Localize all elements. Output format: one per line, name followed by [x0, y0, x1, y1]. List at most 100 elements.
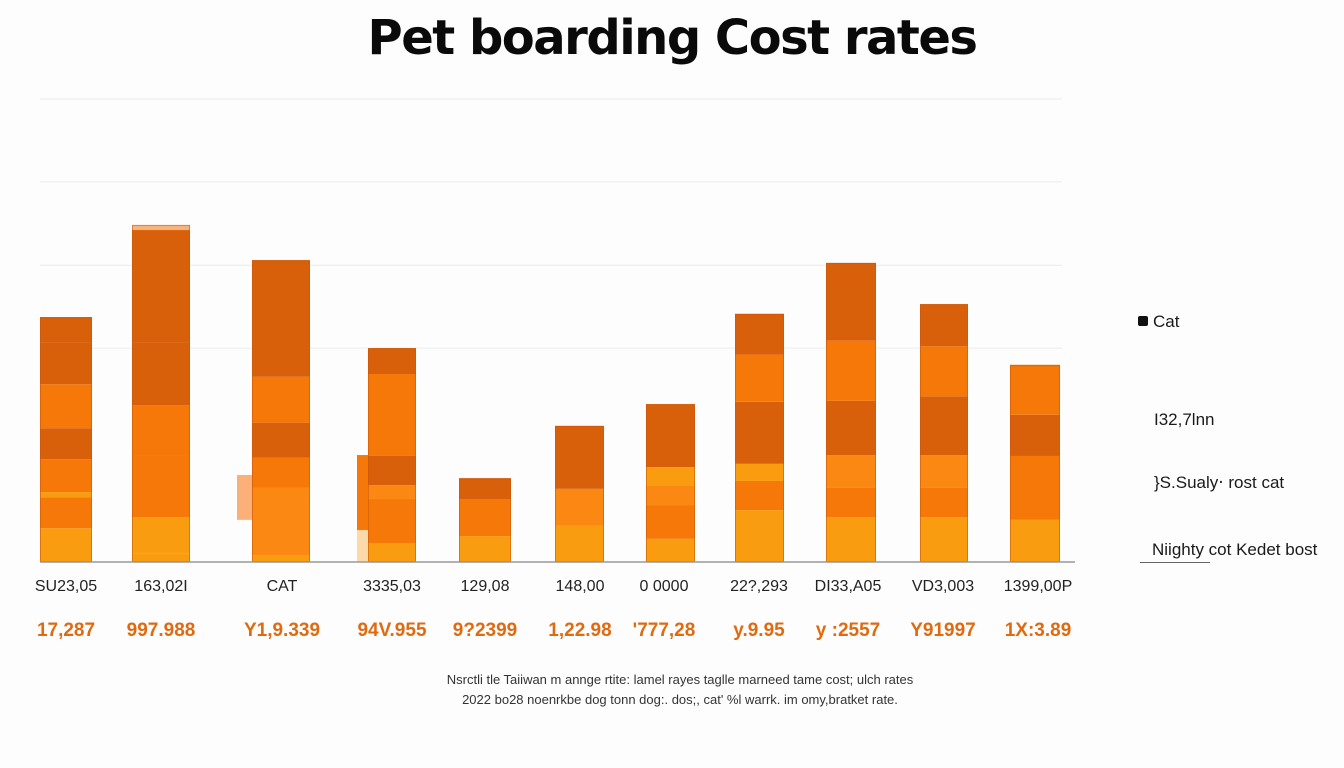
bar-4[interactable]	[357, 348, 416, 562]
bar-segment	[920, 304, 968, 347]
bar-segment	[252, 260, 310, 377]
bar-segment	[826, 340, 876, 401]
bar-segment	[132, 230, 190, 343]
value-label: '777,28	[632, 620, 696, 641]
bar-segment	[132, 517, 190, 554]
bar-1[interactable]	[40, 317, 92, 562]
bar-segment	[252, 457, 310, 488]
bar-3[interactable]	[237, 260, 310, 562]
bar-segment	[735, 510, 784, 562]
x-tick-label: 3335,03	[363, 578, 421, 595]
footnote-line-2: 2022 bo28 noenrkbe dog tonn dog:. dos;, …	[462, 692, 898, 707]
bar-segment	[40, 384, 92, 429]
gridlines	[40, 98, 1062, 349]
value-label: 17,287	[36, 620, 96, 641]
legend-label: Niighty cot Kedet bost	[1152, 540, 1318, 559]
bar-segment	[252, 487, 310, 556]
bar-segment	[40, 317, 92, 343]
bar-segment	[252, 555, 310, 562]
x-tick-label: DI33,A05	[814, 578, 882, 595]
bar-segment	[252, 376, 310, 423]
bar-segment	[826, 517, 876, 562]
x-tick-label: 163,02I	[134, 578, 188, 595]
bar-segment	[646, 467, 695, 486]
bar-segment	[40, 528, 92, 562]
bar-segment	[735, 480, 784, 511]
legend-label: I32,7lnn	[1154, 410, 1215, 429]
bar-6[interactable]	[555, 425, 604, 562]
bar-segment	[1010, 364, 1060, 415]
bar-segment	[132, 455, 190, 518]
bar-segment	[252, 422, 310, 458]
bar-segment	[735, 354, 784, 402]
bar-segment	[459, 478, 511, 500]
legend-label: }S.Sualy‧ rost cat	[1154, 473, 1285, 492]
value-label: 9?2399	[452, 620, 518, 641]
footnote: Nsrctli tle Taiiwan m annge rtite: lamel…	[300, 670, 1060, 710]
bar-segment	[368, 543, 416, 562]
bar-segment	[40, 497, 92, 529]
value-label: y :2557	[815, 620, 881, 641]
x-tick-label: SU23,05	[34, 578, 98, 595]
bar-11[interactable]	[1010, 364, 1060, 562]
bar-9[interactable]	[826, 262, 876, 562]
x-tick-label: 22?,293	[730, 578, 788, 595]
bar-segment	[920, 396, 968, 456]
bar-segment	[368, 499, 416, 544]
bar-segment	[368, 455, 416, 486]
x-tick-label: CAT	[266, 578, 298, 595]
value-label: 1,22.98	[548, 620, 612, 641]
legend-item-4[interactable]: Niighty cot Kedet bost	[1152, 540, 1317, 560]
bar-segment	[368, 485, 416, 500]
bar-segment	[132, 224, 190, 231]
bar-segment	[555, 488, 604, 526]
x-tick-label: VD3,003	[911, 578, 975, 595]
bar-segment	[40, 492, 92, 498]
bar-segment	[1010, 519, 1060, 562]
legend-item-3[interactable]: }S.Sualy‧ rost cat	[1154, 473, 1284, 493]
bar-segment	[40, 342, 92, 385]
value-label: Y91997	[910, 620, 976, 641]
bar-segment	[40, 459, 92, 493]
footnote-line-1: Nsrctli tle Taiiwan m annge rtite: lamel…	[446, 672, 914, 687]
bar-segment	[735, 463, 784, 481]
bar-segment	[735, 401, 784, 464]
value-label: 997.988	[126, 620, 196, 641]
bar-segment	[368, 348, 416, 375]
value-label: 1X:3.89	[1004, 620, 1072, 641]
bar-segment	[646, 505, 695, 539]
bar-10[interactable]	[920, 304, 968, 562]
bar-segment	[920, 346, 968, 397]
legend-item-2[interactable]: I32,7lnn	[1154, 410, 1215, 430]
x-tick-label: 1399,00P	[1003, 578, 1073, 595]
bar-8[interactable]	[735, 313, 784, 562]
bar-segment	[1010, 414, 1060, 456]
bar-segment	[368, 374, 416, 456]
legend-label: Cat	[1153, 312, 1180, 331]
bar-5[interactable]	[459, 478, 511, 562]
legend-item-cat[interactable]: Cat	[1138, 312, 1179, 332]
bar-segment	[920, 455, 968, 488]
x-tick-label: 148,00	[555, 578, 605, 595]
x-tick-label: 129,08	[460, 578, 510, 595]
bar-segment	[826, 455, 876, 488]
ghost-bar	[357, 455, 368, 562]
bar-segment	[920, 487, 968, 518]
bar-segment	[920, 517, 968, 562]
bar-segment	[132, 553, 190, 562]
legend-underline	[1140, 562, 1210, 563]
bar-segment	[132, 405, 190, 456]
bar-segment	[459, 499, 511, 537]
chart-title: Pet boarding Cost rates	[367, 10, 978, 66]
bar-7[interactable]	[646, 404, 695, 562]
value-label: y.9.95	[733, 620, 785, 641]
bar-segment	[40, 428, 92, 460]
bar-2[interactable]	[132, 224, 190, 562]
x-tick-label: 0 0000	[639, 578, 689, 595]
value-label: Y1,9.339	[243, 620, 321, 641]
bar-segment	[646, 485, 695, 506]
bar-segment	[1010, 455, 1060, 520]
bar-segment	[826, 400, 876, 456]
bar-segment	[555, 525, 604, 562]
